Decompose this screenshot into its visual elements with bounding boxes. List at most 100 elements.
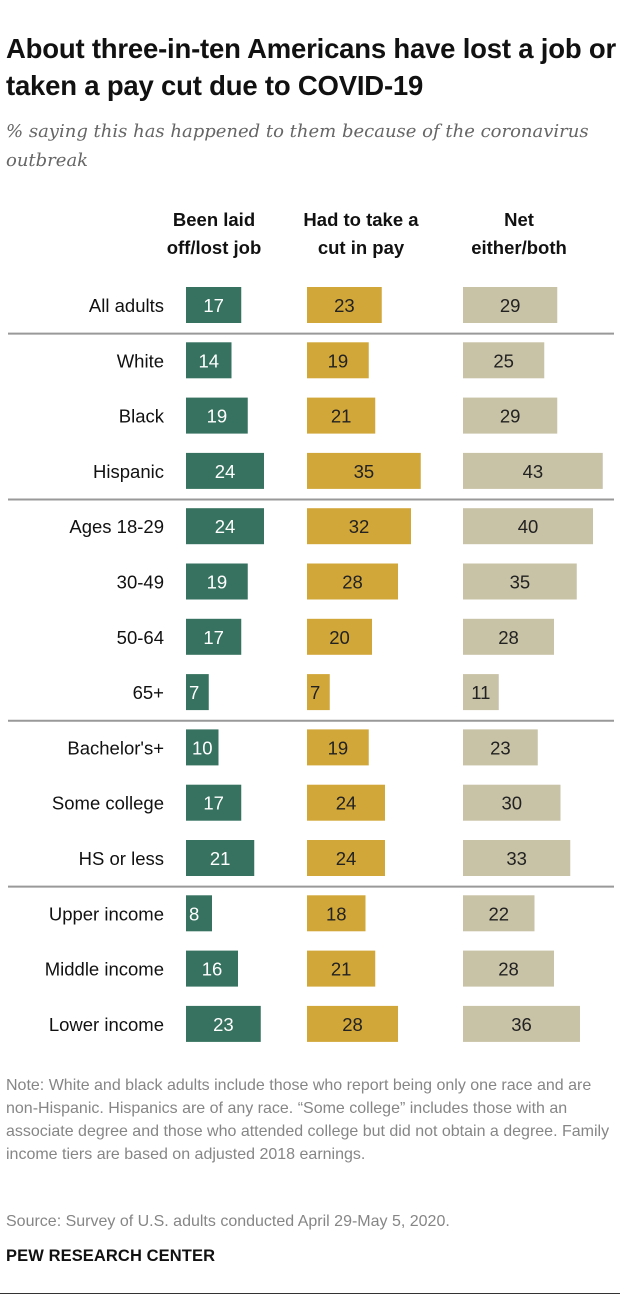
data-label-pay_cut: 28 (342, 1014, 363, 1035)
data-label-pay_cut: 19 (328, 350, 349, 371)
data-label-laid_off: 14 (198, 350, 219, 371)
row-label: Lower income (49, 1014, 164, 1035)
data-label-laid_off: 23 (213, 1014, 234, 1035)
bar-laid_off (186, 1005, 261, 1042)
bar-laid_off (186, 729, 219, 766)
data-label-net: 29 (500, 295, 521, 316)
data-label-pay_cut: 24 (336, 793, 357, 814)
data-label-net: 11 (471, 682, 490, 703)
data-label-laid_off: 17 (203, 627, 224, 648)
data-label-laid_off: 17 (203, 793, 224, 814)
bar-net (463, 563, 577, 600)
bar-laid_off (186, 452, 264, 489)
bar-net (463, 508, 593, 545)
bar-net (463, 397, 558, 434)
bar-laid_off (186, 563, 248, 600)
row-label: Upper income (49, 903, 164, 924)
row-label: Black (119, 406, 165, 427)
row-label: HS or less (79, 848, 164, 869)
data-label-pay_cut: 23 (334, 295, 355, 316)
bar-laid_off (186, 950, 238, 987)
column-header-pay_cut-line-1: Had to take a (303, 209, 419, 230)
data-label-laid_off: 19 (207, 406, 228, 427)
row-label: Ages 18-29 (69, 516, 164, 537)
data-label-net: 22 (488, 903, 509, 924)
page-title: About three-in-ten Americans have lost a… (6, 33, 616, 101)
bar-net (463, 1005, 580, 1042)
data-label-net: 43 (523, 461, 544, 482)
data-label-pay_cut: 21 (331, 959, 352, 980)
data-label-net: 35 (510, 572, 531, 593)
data-label-laid_off: 16 (202, 959, 223, 980)
data-label-laid_off: 24 (215, 461, 236, 482)
data-label-laid_off: 7 (189, 682, 199, 703)
bar-laid_off (186, 618, 242, 655)
brand-logo-text: PEW RESEARCH CENTER (6, 1247, 216, 1265)
bar-pay_cut (307, 784, 385, 821)
row-label: 65+ (133, 682, 164, 703)
bar-net (463, 784, 561, 821)
bar-net (463, 950, 554, 987)
bar-net (463, 729, 538, 766)
data-label-pay_cut: 35 (354, 461, 375, 482)
bar-net (463, 342, 545, 379)
data-label-pay_cut: 19 (328, 737, 349, 758)
data-label-pay_cut: 7 (310, 682, 320, 703)
data-label-laid_off: 8 (189, 903, 199, 924)
data-label-pay_cut: 20 (329, 627, 350, 648)
data-label-laid_off: 10 (192, 737, 213, 758)
bar-laid_off (186, 895, 212, 932)
row-label: Some college (52, 793, 164, 814)
data-label-pay_cut: 21 (331, 406, 352, 427)
bar-net (463, 840, 571, 876)
bar-pay_cut (307, 1005, 398, 1042)
bar-pay_cut (307, 508, 411, 545)
chart-note: Note: White and black adults include tho… (6, 1077, 610, 1163)
bar-laid_off (186, 287, 242, 323)
bottom-divider (0, 1293, 620, 1294)
bar-pay_cut (307, 287, 382, 323)
bar-net (463, 618, 554, 655)
bar-net (463, 287, 558, 323)
bar-pay_cut (307, 950, 376, 987)
data-label-net: 28 (498, 627, 519, 648)
data-label-net: 28 (498, 959, 519, 980)
column-header-net-line-2: either/both (471, 237, 567, 258)
page-subtitle: % saying this has happened to them becau… (6, 121, 589, 171)
bar-pay_cut (307, 840, 385, 876)
bar-net (463, 674, 499, 711)
column-header-laid_off-line-2: off/lost job (167, 237, 262, 258)
bar-pay_cut (307, 674, 330, 711)
data-label-pay_cut: 32 (349, 516, 370, 537)
bar-pay_cut (307, 452, 421, 489)
bar-pay_cut (307, 397, 376, 434)
bar-laid_off (186, 674, 209, 711)
row-label: 30-49 (117, 572, 164, 593)
data-label-pay_cut: 18 (326, 903, 347, 924)
bar-net (463, 895, 535, 932)
data-label-net: 30 (501, 793, 522, 814)
column-header-pay_cut-line-2: cut in pay (318, 237, 405, 258)
bar-pay_cut (307, 729, 369, 766)
data-label-laid_off: 17 (203, 295, 224, 316)
row-label: 50-64 (117, 627, 164, 648)
bar-net (463, 452, 603, 489)
data-label-net: 23 (490, 737, 511, 758)
bar-pay_cut (307, 895, 366, 932)
chart-source: Source: Survey of U.S. adults conducted … (6, 1213, 450, 1230)
data-label-net: 36 (511, 1014, 532, 1035)
bar-laid_off (186, 342, 232, 379)
bar-laid_off (186, 508, 264, 545)
data-label-net: 40 (518, 516, 539, 537)
bar-laid_off (186, 784, 242, 821)
data-label-laid_off: 19 (207, 572, 228, 593)
data-label-net: 25 (493, 350, 514, 371)
bar-pay_cut (307, 563, 398, 600)
bar-laid_off (186, 397, 248, 434)
bar-pay_cut (307, 618, 372, 655)
column-header-laid_off-line-1: Been laid (173, 209, 255, 230)
data-label-net: 33 (506, 848, 527, 869)
data-label-net: 29 (500, 406, 521, 427)
data-label-pay_cut: 28 (342, 572, 363, 593)
row-label: White (117, 350, 164, 371)
